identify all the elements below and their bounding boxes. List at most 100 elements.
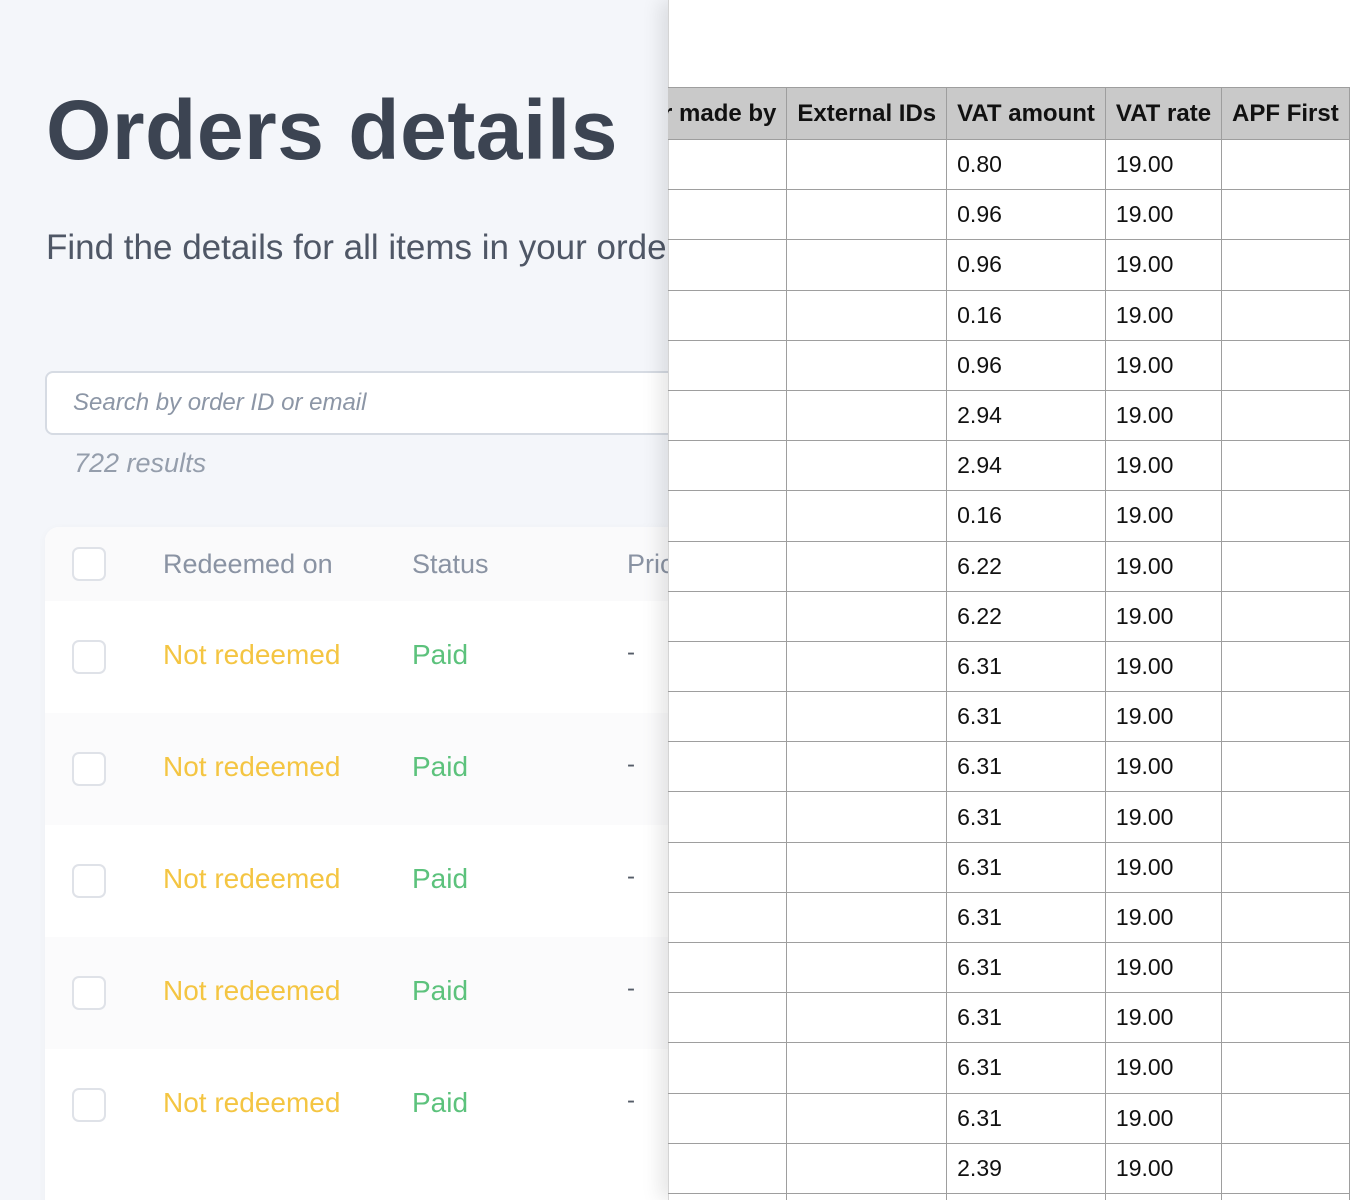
- sheet-cell-vat-amount[interactable]: 2.94: [946, 389, 1106, 442]
- sheet-cell-apf-first[interactable]: [1221, 590, 1350, 642]
- search-input[interactable]: [73, 373, 668, 433]
- sheet-cell-vat-rate[interactable]: 19.00: [1104, 1142, 1223, 1194]
- sheet-cell-order-made-by[interactable]: [668, 289, 788, 341]
- sheet-cell-external-ids[interactable]: [786, 339, 948, 391]
- sheet-cell-external-ids[interactable]: [786, 1142, 948, 1194]
- sheet-cell-order-made-by[interactable]: [668, 791, 788, 843]
- sheet-cell-order-made-by[interactable]: [668, 1092, 788, 1144]
- sheet-cell-order-made-by[interactable]: [668, 189, 788, 241]
- sheet-cell-vat-rate[interactable]: 19.00: [1104, 1042, 1223, 1094]
- sheet-cell-vat-amount[interactable]: 2.94: [946, 440, 1106, 492]
- sheet-cell-vat-amount[interactable]: 6.31: [946, 791, 1106, 843]
- sheet-cell-external-ids[interactable]: [786, 440, 948, 492]
- sheet-cell-apf-first[interactable]: [1221, 741, 1350, 793]
- sheet-cell-vat-rate[interactable]: 19.00: [1104, 138, 1223, 191]
- sheet-cell-vat-amount[interactable]: 6.31: [946, 640, 1106, 693]
- sheet-cell-vat-amount[interactable]: 6.31: [946, 992, 1106, 1044]
- sheet-cell-vat-rate[interactable]: 19.00: [1104, 440, 1223, 492]
- sheet-column-header-order-made-by[interactable]: Order made by: [668, 87, 788, 140]
- sheet-cell-order-made-by[interactable]: [668, 1192, 788, 1200]
- sheet-cell-apf-first[interactable]: [1221, 339, 1350, 391]
- sheet-cell-apf-first[interactable]: [1221, 941, 1350, 994]
- sheet-cell-order-made-by[interactable]: [668, 640, 788, 693]
- sheet-cell-vat-amount[interactable]: 0.16: [946, 289, 1106, 341]
- sheet-cell-order-made-by[interactable]: [668, 490, 788, 542]
- sheet-cell-apf-first[interactable]: [1221, 440, 1350, 492]
- sheet-cell-external-ids[interactable]: [786, 1042, 948, 1094]
- sheet-cell-external-ids[interactable]: [786, 138, 948, 191]
- row-checkbox[interactable]: [72, 864, 106, 898]
- sheet-cell-vat-amount[interactable]: 0.96: [946, 189, 1106, 241]
- sheet-cell-vat-amount[interactable]: 6.31: [946, 941, 1106, 994]
- sheet-cell-order-made-by[interactable]: [668, 239, 788, 291]
- sheet-cell-vat-rate[interactable]: 19.00: [1104, 189, 1223, 241]
- sheet-cell-order-made-by[interactable]: [668, 841, 788, 893]
- row-checkbox[interactable]: [72, 976, 106, 1010]
- sheet-cell-apf-first[interactable]: [1221, 841, 1350, 893]
- table-row[interactable]: Not redeemed Paid -: [45, 825, 668, 937]
- sheet-cell-order-made-by[interactable]: [668, 891, 788, 944]
- sheet-cell-vat-amount[interactable]: 0.16: [946, 490, 1106, 542]
- sheet-cell-order-made-by[interactable]: [668, 339, 788, 391]
- sheet-cell-external-ids[interactable]: [786, 992, 948, 1044]
- row-checkbox[interactable]: [72, 1088, 106, 1122]
- sheet-cell-order-made-by[interactable]: [668, 138, 788, 191]
- sheet-cell-vat-amount[interactable]: 2.39: [946, 1142, 1106, 1194]
- sheet-cell-order-made-by[interactable]: [668, 741, 788, 793]
- column-header-price[interactable]: Price: [627, 549, 668, 579]
- sheet-cell-apf-first[interactable]: [1221, 289, 1350, 341]
- sheet-cell-vat-amount[interactable]: 0.96: [946, 339, 1106, 391]
- sheet-column-header-external-ids[interactable]: External IDs: [786, 87, 948, 140]
- sheet-cell-vat-amount[interactable]: 6.22: [946, 590, 1106, 642]
- sheet-cell-vat-rate[interactable]: 19.00: [1104, 590, 1223, 642]
- sheet-cell-vat-rate[interactable]: 19.00: [1104, 992, 1223, 1044]
- sheet-cell-vat-amount[interactable]: 6.31: [946, 741, 1106, 793]
- sheet-cell-vat-amount[interactable]: [946, 1192, 1106, 1200]
- sheet-cell-apf-first[interactable]: [1221, 540, 1350, 592]
- sheet-cell-external-ids[interactable]: [786, 1092, 948, 1144]
- sheet-cell-vat-amount[interactable]: 6.22: [946, 540, 1106, 592]
- sheet-cell-vat-rate[interactable]: 19.00: [1104, 339, 1223, 391]
- sheet-cell-vat-rate[interactable]: 19.00: [1104, 791, 1223, 843]
- sheet-cell-apf-first[interactable]: [1221, 189, 1350, 241]
- sheet-cell-vat-amount[interactable]: 0.80: [946, 138, 1106, 191]
- sheet-cell-vat-rate[interactable]: 19.00: [1104, 540, 1223, 592]
- sheet-cell-order-made-by[interactable]: [668, 1042, 788, 1094]
- sheet-cell-vat-rate[interactable]: 19.00: [1104, 1092, 1223, 1144]
- sheet-cell-apf-first[interactable]: [1221, 640, 1350, 693]
- column-header-redeemed-on[interactable]: Redeemed on: [163, 549, 333, 579]
- sheet-cell-order-made-by[interactable]: [668, 992, 788, 1044]
- sheet-cell-vat-rate[interactable]: 19.00: [1104, 741, 1223, 793]
- sheet-cell-external-ids[interactable]: [786, 239, 948, 291]
- sheet-cell-vat-rate[interactable]: 19.00: [1104, 239, 1223, 291]
- sheet-cell-external-ids[interactable]: [786, 289, 948, 341]
- table-row[interactable]: Not redeemed Paid -: [45, 601, 668, 713]
- sheet-cell-apf-first[interactable]: [1221, 389, 1350, 442]
- sheet-cell-apf-first[interactable]: [1221, 138, 1350, 191]
- sheet-cell-order-made-by[interactable]: [668, 691, 788, 743]
- sheet-cell-external-ids[interactable]: [786, 540, 948, 592]
- sheet-cell-vat-amount[interactable]: 6.31: [946, 1092, 1106, 1144]
- sheet-cell-vat-rate[interactable]: 19.00: [1104, 389, 1223, 442]
- sheet-cell-vat-rate[interactable]: 19.00: [1104, 490, 1223, 542]
- sheet-cell-vat-rate[interactable]: 19.00: [1104, 640, 1223, 693]
- sheet-cell-vat-amount[interactable]: 6.31: [946, 891, 1106, 944]
- sheet-cell-vat-rate[interactable]: 19.00: [1104, 691, 1223, 743]
- table-row[interactable]: Not redeemed Paid -: [45, 1049, 668, 1161]
- sheet-cell-external-ids[interactable]: [786, 841, 948, 893]
- sheet-cell-apf-first[interactable]: [1221, 239, 1350, 291]
- column-header-status[interactable]: Status: [412, 549, 489, 579]
- sheet-cell-vat-rate[interactable]: 19.00: [1104, 841, 1223, 893]
- sheet-cell-apf-first[interactable]: [1221, 992, 1350, 1044]
- sheet-cell-apf-first[interactable]: [1221, 1192, 1350, 1200]
- sheet-cell-order-made-by[interactable]: [668, 540, 788, 592]
- sheet-cell-vat-amount[interactable]: 6.31: [946, 841, 1106, 893]
- sheet-cell-apf-first[interactable]: [1221, 1142, 1350, 1194]
- sheet-cell-vat-rate[interactable]: [1104, 1192, 1223, 1200]
- table-row[interactable]: Not redeemed Paid -: [45, 713, 668, 825]
- sheet-cell-apf-first[interactable]: [1221, 891, 1350, 944]
- sheet-cell-external-ids[interactable]: [786, 941, 948, 994]
- sheet-cell-vat-amount[interactable]: 6.31: [946, 691, 1106, 743]
- sheet-cell-external-ids[interactable]: [786, 490, 948, 542]
- sheet-cell-external-ids[interactable]: [786, 891, 948, 944]
